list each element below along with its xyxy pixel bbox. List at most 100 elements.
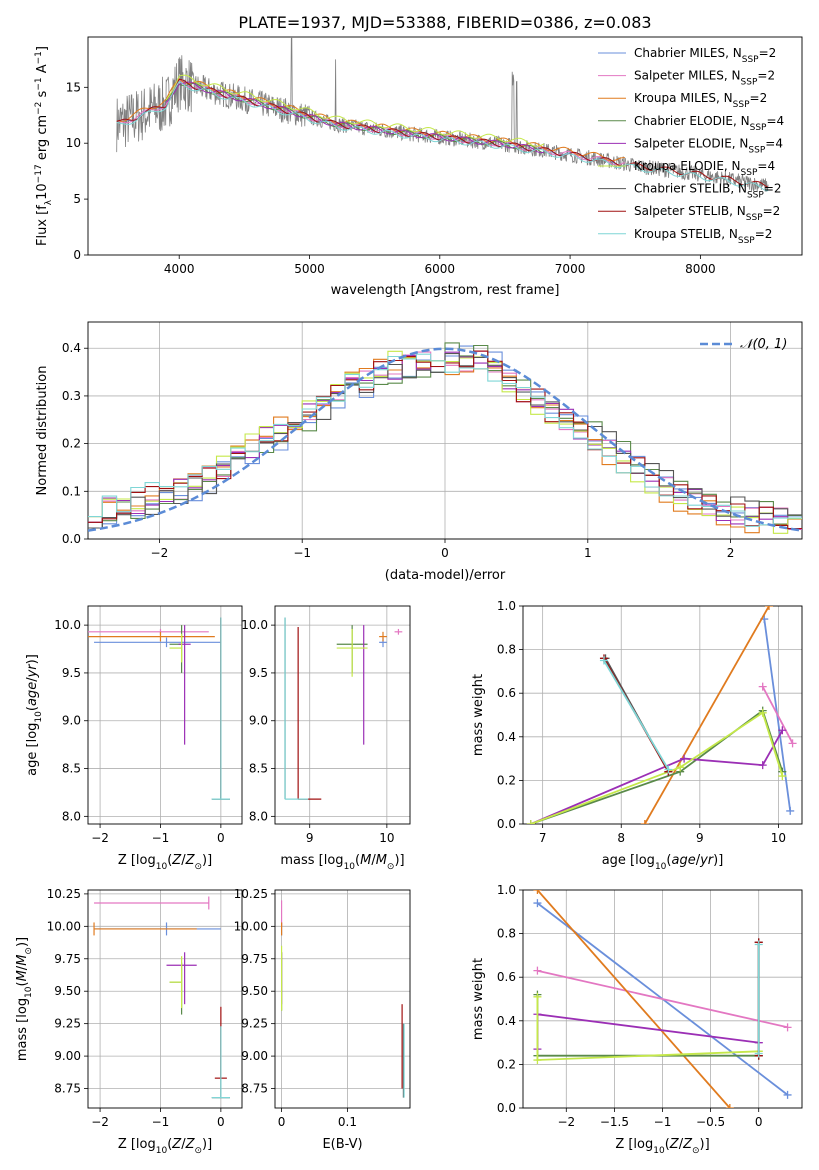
series-line (530, 729, 784, 824)
x-tick-label: 0 (278, 1115, 286, 1129)
y-tick-label: 0.3 (62, 389, 81, 403)
observed-spectrum (116, 37, 769, 192)
data-marker (533, 966, 542, 975)
plot-area-weight-vs-Z (533, 890, 792, 1108)
data-point-kroupa-stelib (211, 617, 230, 800)
x-tick-label: 0 (755, 1115, 763, 1129)
data-point-kroupa-miles (88, 631, 215, 642)
series-line (761, 686, 794, 744)
x-tick-label: −1 (293, 546, 311, 560)
legend-entry: Kroupa STELIB, NSSP=2 (634, 227, 772, 246)
data-point-kroupa-stelib (284, 617, 309, 800)
y-tick-label: 9.0 (62, 714, 81, 728)
plot-frame (522, 889, 803, 1109)
y-tick-label: 9.25 (54, 1017, 81, 1031)
y-tick-label: 8.75 (54, 1082, 81, 1096)
y-tick-label: 8.5 (62, 762, 81, 776)
y-tick-label: 9.50 (54, 984, 81, 998)
data-marker (533, 1056, 542, 1065)
series-line (603, 660, 670, 770)
x-tick-label: 7 (539, 831, 547, 845)
plot-frame (274, 889, 411, 1109)
data-point-kroupa-miles (93, 922, 197, 936)
y-axis-label: Flux [fλ10−17 erg cm−2 s−1 A−1] (34, 46, 54, 246)
data-point-chabrier-miles (94, 637, 221, 648)
series-salpeter-miles (533, 966, 792, 1032)
y-tick-label: 10.00 (47, 919, 81, 933)
x-tick-label: 10 (379, 831, 394, 845)
x-tick-label: 4000 (164, 262, 195, 276)
y-tick-label: 0.2 (497, 1057, 516, 1071)
x-tick-label: 2 (727, 546, 735, 560)
y-tick-label: 15 (66, 80, 81, 94)
figure-title: PLATE=1937, MJD=53388, FIBERID=0386, z=0… (238, 13, 651, 32)
y-axis-label: Normed distribution (35, 366, 50, 496)
y-tick-label: 0.2 (497, 773, 516, 787)
plot-area-spectrum (116, 37, 769, 192)
series-line (537, 969, 788, 1029)
x-tick-label: 9 (306, 831, 314, 845)
plot-area-age-vs-mass (284, 617, 403, 800)
spectrum-legend: Chabrier MILES, NSSP=2 Salpeter MILES, NS… (598, 46, 784, 246)
data-point-kroupa-elodie (169, 956, 183, 1009)
data-point-salpeter-miles (88, 628, 209, 635)
data-point-salpeter-miles (94, 896, 210, 910)
x-tick-label: 10 (771, 831, 786, 845)
y-tick-label: 10.0 (241, 618, 268, 632)
data-point-kroupa-elodie (169, 633, 183, 663)
y-tick-label: 0.4 (497, 730, 516, 744)
residual-histogram-kroupa-stelib (88, 353, 802, 527)
legend-entry: Salpeter ELODIE, NSSP=4 (634, 136, 783, 155)
y-tick-label: 0.6 (497, 970, 516, 984)
x-axis-label: (data-model)/error (385, 568, 506, 583)
data-marker (725, 1104, 734, 1108)
y-tick-label: 9.75 (54, 952, 81, 966)
x-tick-label: 5000 (294, 262, 325, 276)
y-tick-label: 8.0 (249, 809, 268, 823)
x-tick-label: −2 (91, 831, 109, 845)
data-marker (533, 899, 542, 908)
plot-frame (522, 605, 803, 825)
plot-area-age-vs-Z (88, 617, 230, 800)
x-tick-label: 8 (617, 831, 625, 845)
x-tick-label: 6000 (425, 262, 456, 276)
series-kroupa-miles (640, 606, 773, 824)
data-marker (778, 726, 787, 735)
y-tick-label: 0 (73, 248, 81, 262)
plot-area-residuals (88, 342, 802, 534)
x-axis-label: Z [log10(Z/Z⊙)] (118, 853, 212, 872)
series-salpeter-miles (758, 682, 797, 748)
x-tick-label: −0.5 (696, 1115, 725, 1129)
legend-entry: Chabrier STELIB, NSSP=2 (634, 182, 782, 201)
plot-area-weight-vs-age (526, 606, 797, 824)
data-marker (533, 992, 542, 1001)
series-line (530, 711, 784, 824)
data-marker (533, 890, 542, 894)
y-tick-label: 9.0 (249, 714, 268, 728)
x-tick-label: 1 (584, 546, 592, 560)
x-tick-label: −1 (152, 1115, 170, 1129)
data-marker (778, 772, 787, 781)
axes-weight-vs-Z: −2 −1.5 −1 −0.5 0 0.0 0.2 0.4 0.6 0.8 1.0 Z [log10(… (471, 883, 803, 1156)
data-marker (783, 1023, 792, 1032)
y-axis-label: mass weight (471, 674, 486, 756)
x-tick-label: 8000 (685, 262, 716, 276)
x-tick-label: 0 (217, 831, 225, 845)
y-tick-label: 0.6 (497, 686, 516, 700)
x-tick-label: 7000 (555, 262, 586, 276)
axes-mass-vs-Z: −2 −1 0 8.75 9.00 9.25 9.50 9.75 10.00 10.25 Z [lo… (15, 887, 243, 1156)
model-spectrum-kroupa-stelib (116, 80, 769, 192)
y-tick-label: 8.5 (249, 762, 268, 776)
y-tick-label: 0.8 (497, 643, 516, 657)
plot-area-mass-vs-Z (93, 896, 230, 1099)
data-marker (599, 656, 608, 665)
y-tick-label: 10.25 (234, 887, 268, 901)
model-spectrum-salpeter-elodie (165, 81, 545, 154)
series-line (536, 1013, 759, 1050)
x-axis-label: age [log10(age/yr)] (602, 853, 724, 872)
series-kroupa-miles (533, 890, 734, 1108)
series-line (536, 890, 731, 1108)
normal-distribution-curve (88, 347, 802, 532)
y-tick-label: 9.50 (241, 984, 268, 998)
